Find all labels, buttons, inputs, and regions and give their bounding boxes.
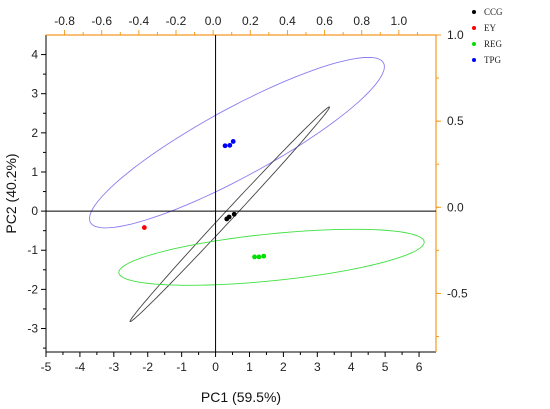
legend-marker-tpg bbox=[472, 58, 476, 62]
y-tick-label: 3 bbox=[31, 87, 38, 101]
legend: CCG EY REG TPG bbox=[472, 7, 503, 65]
legend-marker-reg bbox=[472, 42, 476, 46]
right-tick-label: 0.5 bbox=[447, 114, 464, 128]
legend-label-tpg: TPG bbox=[484, 55, 502, 65]
legend-marker-ey bbox=[472, 26, 476, 30]
top-tick-label: 0.0 bbox=[205, 14, 222, 28]
point-reg bbox=[252, 254, 257, 260]
y-tick-label: 4 bbox=[31, 48, 38, 62]
top-tick-label: -0.2 bbox=[166, 14, 187, 28]
y-axis-title: PC2 (40.2%) bbox=[3, 153, 19, 233]
x-tick-label: -5 bbox=[41, 360, 52, 374]
y-tick-label: 0 bbox=[31, 204, 38, 218]
x-tick-label: 4 bbox=[348, 360, 355, 374]
top-tick-label: -0.8 bbox=[54, 14, 75, 28]
y-tick-label: -3 bbox=[27, 322, 38, 336]
x-tick-label: -2 bbox=[142, 360, 153, 374]
legend-marker-ccg bbox=[472, 10, 476, 14]
y-tick-label: 2 bbox=[31, 126, 38, 140]
top-tick-label: 0.2 bbox=[242, 14, 259, 28]
legend-label-ccg: CCG bbox=[484, 7, 503, 17]
x-tick-label: -4 bbox=[75, 360, 86, 374]
point-ey bbox=[141, 225, 147, 230]
point-tpg bbox=[227, 142, 233, 148]
x-tick-label: 5 bbox=[382, 360, 389, 374]
legend-label-reg: REG bbox=[484, 39, 503, 49]
top-tick-label: 0.6 bbox=[316, 14, 333, 28]
point-ccg bbox=[226, 214, 232, 220]
x-tick-label: 2 bbox=[280, 360, 287, 374]
top-tick-label: -0.4 bbox=[129, 14, 150, 28]
point-reg bbox=[261, 253, 267, 259]
y-tick-label: -1 bbox=[27, 243, 38, 257]
y-tick-label: -2 bbox=[27, 282, 38, 296]
point-tpg bbox=[222, 143, 228, 149]
point-tpg bbox=[230, 139, 236, 144]
x-tick-label: 6 bbox=[416, 360, 423, 374]
x-axis-title: PC1 (59.5%) bbox=[201, 389, 281, 405]
confidence-ellipse-tpg bbox=[89, 56, 385, 229]
confidence-ellipse-ccg bbox=[129, 106, 330, 323]
data-points bbox=[141, 139, 267, 260]
right-tick-label: 1.0 bbox=[447, 28, 464, 42]
right-tick-label: -0.5 bbox=[447, 286, 468, 300]
top-tick-label: 0.4 bbox=[279, 14, 296, 28]
top-tick-label: 1.0 bbox=[391, 14, 408, 28]
confidence-ellipses bbox=[89, 56, 425, 323]
x-tick-label: 3 bbox=[314, 360, 321, 374]
x-tick-label: -1 bbox=[176, 360, 187, 374]
confidence-ellipse-reg bbox=[118, 228, 425, 286]
top-tick-label: -0.6 bbox=[91, 14, 112, 28]
x-tick-label: 1 bbox=[246, 360, 253, 374]
y-tick-label: 1 bbox=[31, 165, 38, 179]
top-tick-label: 0.8 bbox=[353, 14, 370, 28]
x-tick-label: -3 bbox=[108, 360, 119, 374]
legend-label-ey: EY bbox=[484, 23, 496, 33]
right-tick-label: 0.0 bbox=[447, 200, 464, 214]
axes: -5 -4 -3 -2 -1 0 1 2 3 4 5 6 -3 -2 -1 0 1 2 3 4 -0.8 -0.6 -0.4… bbox=[3, 14, 468, 405]
x-tick-label: 0 bbox=[212, 360, 219, 374]
point-reg bbox=[256, 254, 262, 260]
point-ccg bbox=[231, 211, 237, 217]
